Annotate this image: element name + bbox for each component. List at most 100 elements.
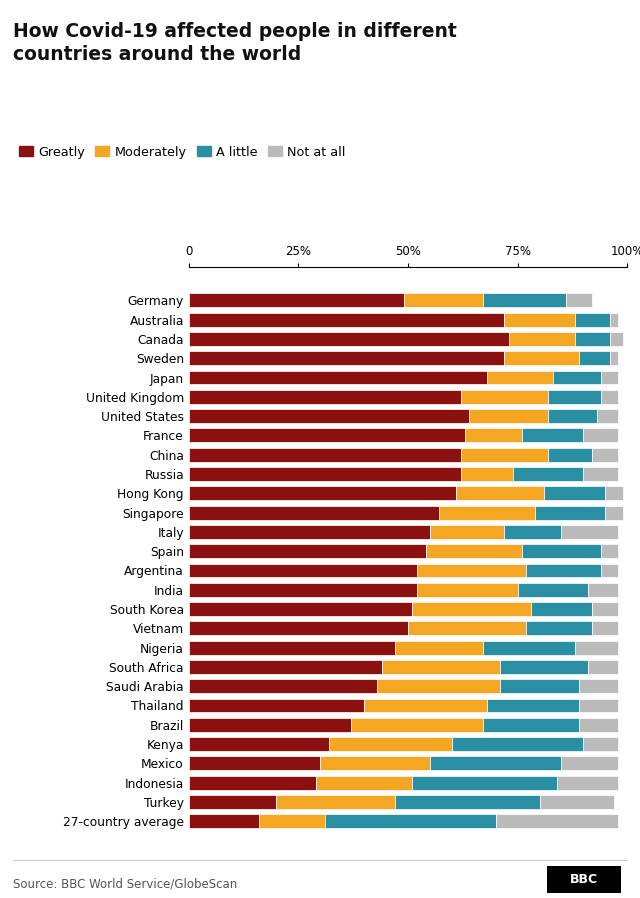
Bar — [189, 621, 408, 635]
Bar — [601, 390, 618, 404]
Text: How Covid-19 affected people in different
countries around the world: How Covid-19 affected people in differen… — [13, 22, 456, 64]
Bar — [430, 756, 561, 770]
Bar — [351, 718, 483, 732]
Bar — [189, 525, 430, 539]
Bar — [605, 487, 623, 500]
Bar — [544, 487, 605, 500]
Bar — [610, 313, 618, 327]
Bar — [561, 756, 618, 770]
Bar — [189, 351, 504, 365]
Bar — [404, 294, 483, 307]
Bar — [426, 544, 522, 558]
Bar — [592, 602, 618, 616]
Bar — [329, 737, 452, 751]
Bar — [610, 332, 623, 346]
Bar — [522, 544, 601, 558]
Bar — [395, 795, 540, 809]
Bar — [189, 371, 487, 384]
Bar — [417, 564, 526, 577]
Bar — [189, 737, 329, 751]
Bar — [189, 679, 378, 693]
Bar — [395, 640, 483, 655]
Bar — [601, 371, 618, 384]
Bar — [412, 776, 557, 789]
Bar — [469, 409, 548, 423]
Bar — [189, 564, 417, 577]
Bar — [461, 390, 548, 404]
Bar — [189, 602, 412, 616]
Bar — [500, 679, 579, 693]
Bar — [430, 525, 504, 539]
Bar — [259, 814, 324, 828]
Bar — [189, 332, 509, 346]
Bar — [504, 351, 579, 365]
Bar — [518, 583, 588, 596]
Bar — [575, 313, 610, 327]
Bar — [588, 583, 618, 596]
Bar — [483, 640, 575, 655]
Bar — [189, 583, 417, 596]
Bar — [189, 313, 504, 327]
Bar — [189, 544, 426, 558]
Bar — [189, 795, 276, 809]
Bar — [526, 621, 592, 635]
Bar — [540, 795, 614, 809]
Bar — [483, 718, 579, 732]
Bar — [579, 718, 618, 732]
Bar — [548, 409, 596, 423]
Bar — [557, 776, 618, 789]
Bar — [189, 506, 438, 520]
Bar — [189, 756, 321, 770]
Bar — [605, 506, 623, 520]
Bar — [535, 506, 605, 520]
Bar — [378, 679, 500, 693]
Bar — [504, 525, 561, 539]
Bar — [522, 428, 584, 443]
Bar — [487, 371, 553, 384]
Bar — [509, 332, 575, 346]
Bar — [584, 737, 618, 751]
Bar — [408, 621, 526, 635]
Bar — [584, 467, 618, 481]
Legend: Greatly, Moderately, A little, Not at all: Greatly, Moderately, A little, Not at al… — [19, 145, 345, 159]
Bar — [438, 506, 535, 520]
Bar — [381, 660, 500, 674]
Bar — [189, 660, 381, 674]
Bar — [496, 814, 618, 828]
Bar — [321, 756, 430, 770]
Bar — [504, 313, 575, 327]
Text: BBC: BBC — [570, 873, 598, 885]
Bar — [276, 795, 395, 809]
Bar — [575, 332, 610, 346]
Text: Source: BBC World Service/GlobeScan: Source: BBC World Service/GlobeScan — [13, 878, 237, 891]
Bar — [579, 351, 610, 365]
Bar — [531, 602, 592, 616]
Bar — [189, 776, 316, 789]
Bar — [465, 428, 522, 443]
Bar — [324, 814, 496, 828]
Bar — [189, 428, 465, 443]
Bar — [189, 699, 364, 712]
Bar — [601, 564, 618, 577]
Bar — [364, 699, 487, 712]
Bar — [584, 428, 618, 443]
Bar — [588, 660, 618, 674]
Bar — [189, 487, 456, 500]
Bar — [592, 448, 618, 462]
Bar — [189, 814, 259, 828]
Bar — [526, 564, 601, 577]
Bar — [189, 448, 461, 462]
Bar — [513, 467, 584, 481]
Bar — [456, 487, 544, 500]
Bar — [417, 583, 518, 596]
Bar — [452, 737, 584, 751]
Bar — [610, 351, 618, 365]
Bar — [500, 660, 588, 674]
Bar — [579, 679, 618, 693]
Bar — [596, 409, 618, 423]
Bar — [487, 699, 579, 712]
Bar — [189, 467, 461, 481]
Bar — [483, 294, 566, 307]
Bar — [601, 544, 618, 558]
Bar — [189, 409, 469, 423]
